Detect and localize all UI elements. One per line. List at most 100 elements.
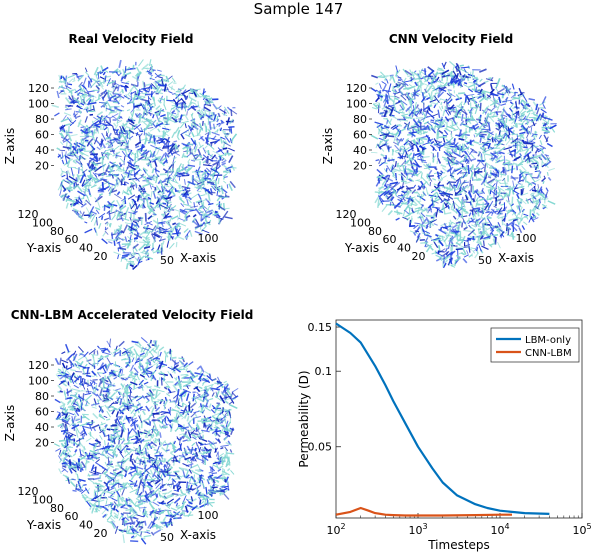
velocity-vector — [480, 161, 485, 167]
velocity-vector — [443, 108, 446, 113]
velocity-vector — [147, 215, 153, 220]
velocity-vector — [57, 184, 62, 191]
velocity-vector — [192, 121, 199, 126]
velocity-vector — [135, 90, 139, 98]
velocity-vector — [110, 189, 118, 194]
velocity-vector — [121, 383, 125, 390]
velocity-vector — [401, 113, 409, 116]
velocity-vector — [499, 124, 503, 129]
velocity-vector — [205, 135, 209, 143]
velocity-vector — [434, 212, 438, 217]
velocity-vector — [489, 131, 494, 135]
velocity-vector — [518, 206, 523, 216]
velocity-vector — [107, 200, 113, 206]
velocity-vector — [58, 89, 64, 94]
velocity-vector — [415, 235, 420, 243]
velocity-vector — [183, 228, 189, 233]
velocity-vector — [520, 146, 524, 152]
velocity-vector — [113, 137, 119, 143]
velocity-vector — [478, 121, 486, 127]
velocity-vector — [427, 112, 435, 119]
velocity-vector — [452, 224, 458, 229]
velocity-vector — [471, 224, 477, 228]
velocity-vector — [533, 185, 537, 193]
velocity-vector — [490, 146, 495, 150]
velocity-vector — [80, 399, 83, 407]
velocity-vector — [389, 74, 392, 79]
velocity-vector — [489, 167, 496, 170]
velocity-vector — [472, 213, 476, 218]
velocity-vector — [521, 216, 524, 222]
velocity-vector — [408, 116, 416, 120]
velocity-vector — [163, 350, 169, 358]
velocity-vector — [175, 222, 181, 229]
velocity-vector — [497, 92, 505, 96]
velocity-vector — [117, 254, 120, 260]
velocity-vector — [523, 115, 527, 120]
velocity-vector — [186, 142, 194, 146]
velocity-vector — [538, 134, 542, 140]
velocity-vector — [371, 87, 377, 93]
velocity-vector — [174, 209, 182, 213]
velocity-vector — [220, 446, 224, 450]
velocity-vector — [187, 196, 192, 201]
velocity-vector — [230, 109, 233, 117]
velocity-vector — [377, 185, 384, 192]
velocity-vector — [92, 378, 98, 381]
velocity-vector — [81, 381, 86, 390]
velocity-vector — [378, 140, 382, 148]
velocity-vector — [98, 176, 104, 182]
velocity-vector — [529, 158, 535, 164]
velocity-vector — [145, 171, 150, 178]
velocity-vector — [401, 138, 405, 142]
velocity-vector — [503, 84, 508, 91]
velocity-vector — [220, 136, 226, 140]
velocity-vector — [390, 124, 397, 129]
velocity-vector — [410, 218, 413, 224]
velocity-vector — [388, 186, 394, 189]
velocity-vector — [480, 210, 485, 217]
velocity-vector — [416, 82, 420, 90]
velocity-vector — [182, 89, 191, 95]
velocity-vector — [125, 262, 129, 270]
velocity-vector — [455, 62, 460, 69]
velocity-vector — [162, 130, 165, 139]
velocity-vector — [122, 171, 129, 177]
velocity-vector — [416, 191, 421, 196]
velocity-vector — [547, 176, 552, 181]
velocity-vector — [484, 117, 489, 124]
velocity-vector — [85, 130, 89, 137]
velocity-vector — [398, 85, 405, 91]
velocity-vector — [413, 86, 417, 92]
velocity-vector — [86, 99, 92, 106]
velocity-vector — [435, 257, 442, 262]
velocity-vector — [62, 78, 67, 83]
velocity-vector — [54, 398, 61, 404]
velocity-vector — [73, 97, 81, 103]
velocity-vector — [197, 184, 202, 187]
velocity-vector — [433, 95, 440, 103]
velocity-vector — [146, 153, 154, 161]
velocity-vector — [122, 397, 126, 402]
velocity-vector — [190, 193, 199, 200]
velocity-vector — [403, 77, 407, 82]
velocity-vector — [149, 77, 155, 81]
velocity-vector — [231, 139, 234, 145]
velocity-vector — [406, 125, 413, 134]
velocity-vector — [130, 152, 134, 156]
velocity-vector — [130, 222, 134, 232]
velocity-vector — [427, 136, 431, 142]
velocity-vector — [98, 193, 104, 196]
velocity-vector — [158, 362, 168, 367]
velocity-vector — [224, 176, 228, 178]
velocity-vector — [62, 124, 66, 133]
velocity-vector — [419, 109, 423, 115]
velocity-vector — [160, 243, 164, 252]
velocity-vector — [120, 105, 125, 108]
velocity-vector — [129, 184, 136, 188]
velocity-vector — [132, 223, 138, 227]
velocity-vector — [156, 86, 161, 92]
velocity-vector — [467, 101, 470, 105]
velocity-vector — [540, 189, 545, 195]
velocity-vector — [375, 89, 382, 94]
